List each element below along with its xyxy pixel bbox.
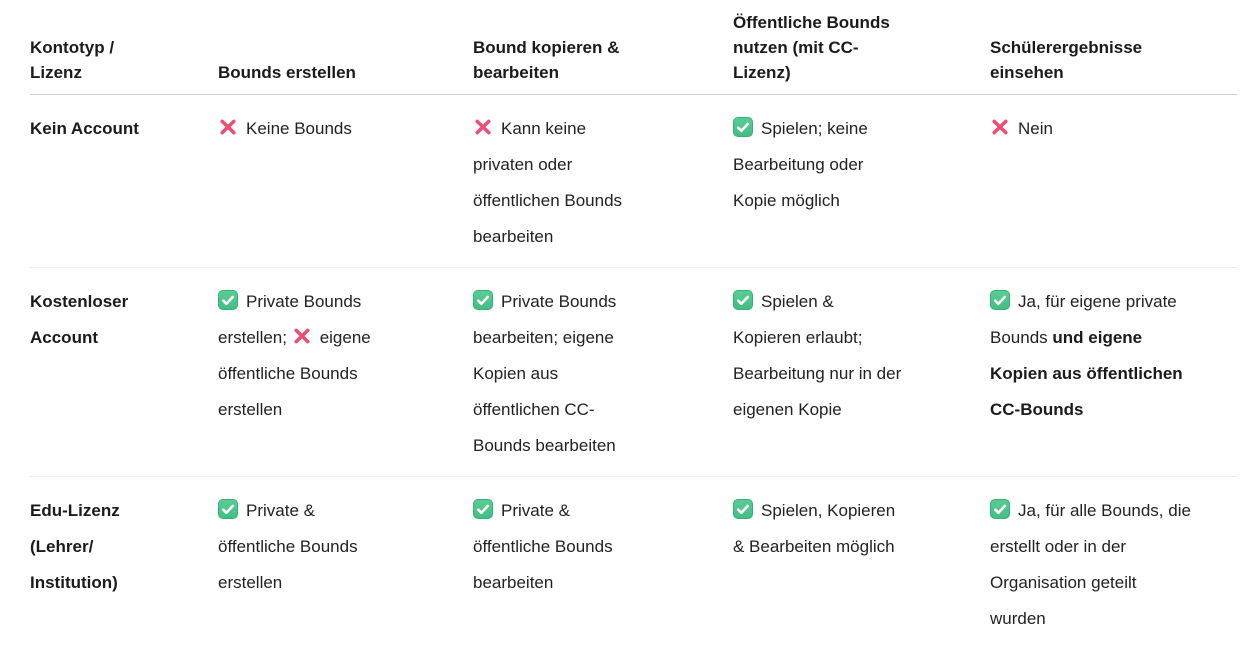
row-label: Kostenloser Account <box>30 292 129 347</box>
table-cell: Ja, für eigene private Bounds und eigene… <box>990 268 1237 477</box>
cross-icon <box>218 117 238 137</box>
row-label: Edu-Lizenz (Lehrer/ Institution) <box>30 501 120 592</box>
cell-text: Ja, für eigene private Bounds <box>990 292 1177 347</box>
table-cell: Spielen, Kopieren & Bearbeiten möglich <box>733 477 990 650</box>
table-cell: Ja, für alle Bounds, die erstellt oder i… <box>990 477 1237 650</box>
cell-text: Keine Bounds <box>246 119 352 138</box>
column-header-ergebnisse: Schülerergebnisse einsehen <box>990 0 1237 95</box>
permissions-table: Kontotyp / Lizenz Bounds erstellen Bound k… <box>30 0 1237 649</box>
cross-icon <box>473 117 493 137</box>
check-icon <box>990 499 1010 519</box>
cell-text-bold: und eigene Kopien aus öffentlichen CC-Bo… <box>990 328 1183 419</box>
cross-icon <box>292 326 312 346</box>
check-icon <box>218 290 238 310</box>
cell-text: eigene öffentliche Bounds erstellen <box>218 328 371 419</box>
table-cell: Keine Bounds <box>218 95 473 268</box>
table-cell: Spielen; keine Bearbeitung oder Kopie mö… <box>733 95 990 268</box>
column-header-nutzen: Öffentliche Bounds nutzen (mit CC- Lizen… <box>733 0 990 95</box>
check-icon <box>733 117 753 137</box>
cell-text: Nein <box>1018 119 1053 138</box>
cell-text: Spielen; keine Bearbeitung oder Kopie mö… <box>733 119 868 210</box>
table-header-row: Kontotyp / Lizenz Bounds erstellen Bound k… <box>30 0 1237 95</box>
check-icon <box>733 499 753 519</box>
cell-text: Private & öffentliche Bounds bearbeiten <box>473 501 613 592</box>
row-label: Kein Account <box>30 119 139 138</box>
check-icon <box>990 290 1010 310</box>
column-header-kopieren: Bound kopieren & bearbeiten <box>473 0 733 95</box>
cell-text: Kann keine privaten oder öffentlichen Bo… <box>473 119 623 246</box>
table-cell: Private & öffentliche Bounds bearbeiten <box>473 477 733 650</box>
table-cell: Private Bounds bearbeiten; eigene Kopien… <box>473 268 733 477</box>
check-icon <box>473 499 493 519</box>
column-header-erstellen: Bounds erstellen <box>218 0 473 95</box>
table-cell: Private Bounds erstellen; eigene öffentl… <box>218 268 473 477</box>
cell-text: Private Bounds bearbeiten; eigene Kopien… <box>473 292 617 455</box>
cell-text: Ja, für alle Bounds, die erstellt oder i… <box>990 501 1191 628</box>
table-body: Kein Account Keine Bounds Kann keine pri… <box>30 95 1237 650</box>
table-row: Kein Account Keine Bounds Kann keine pri… <box>30 95 1237 268</box>
cell-text: Private & öffentliche Bounds erstellen <box>218 501 358 592</box>
cross-icon <box>990 117 1010 137</box>
cell-text: Spielen & Kopieren erlaubt; Bearbeitung … <box>733 292 902 419</box>
table-cell: Spielen & Kopieren erlaubt; Bearbeitung … <box>733 268 990 477</box>
table-cell: Kann keine privaten oder öffentlichen Bo… <box>473 95 733 268</box>
check-icon <box>733 290 753 310</box>
cell-text: Private Bounds erstellen; <box>218 292 362 347</box>
cell-text: Spielen, Kopieren & Bearbeiten möglich <box>733 501 896 556</box>
table-row: Edu-Lizenz (Lehrer/ Institution) Private… <box>30 477 1237 650</box>
check-icon <box>473 290 493 310</box>
table-cell: Private & öffentliche Bounds erstellen <box>218 477 473 650</box>
table-row: Kostenloser Account Private Bounds erste… <box>30 268 1237 477</box>
column-header-kontotyp: Kontotyp / Lizenz <box>30 0 218 95</box>
table-cell: Nein <box>990 95 1237 268</box>
check-icon <box>218 499 238 519</box>
